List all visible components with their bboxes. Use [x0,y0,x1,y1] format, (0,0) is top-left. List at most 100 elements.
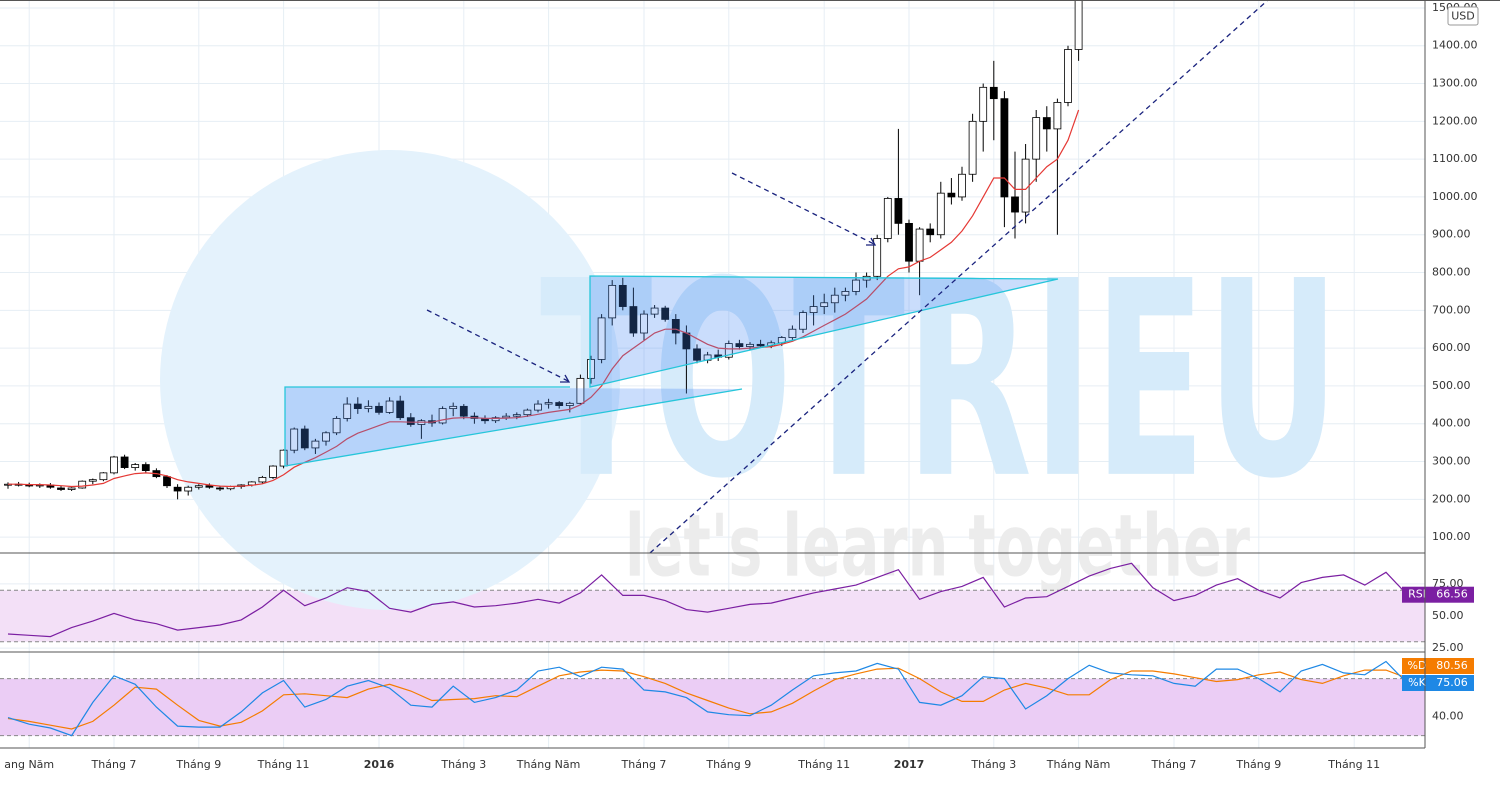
candle-body [1011,196,1019,213]
candle-body [809,306,818,313]
candle-body [1074,0,1083,50]
candle-body [788,328,797,338]
line-series [7,667,1408,730]
candle-body [449,405,458,410]
candle-body [555,402,564,406]
y-tick-label: 700.00 [1432,303,1471,316]
triangle-2-edge [589,275,1059,388]
candle-body [385,400,394,413]
candle-body [99,472,108,481]
x-tick-label: 2017 [894,758,925,771]
x-tick-label: Tháng Năm [1046,758,1111,771]
candle-body [671,319,680,334]
line-series [7,660,1408,737]
candle-body [608,284,617,319]
candle-body [258,477,267,483]
candle-body [534,403,542,411]
candle-body [194,485,203,488]
indicator-band [0,678,1425,736]
indicator-band [0,590,1425,642]
candle-body [459,405,468,417]
y-tick-label: 1200.00 [1432,114,1478,127]
candle-body [216,487,224,490]
candle-body [1053,102,1062,130]
candle-body [406,417,415,425]
candle-body [279,449,288,467]
candle-body [131,464,140,468]
drawings [284,0,1269,554]
y-tick-label: 400.00 [1432,417,1471,430]
candle-body [311,440,320,449]
candle-body [491,417,500,422]
last-value-label: 75.06 [1436,676,1468,689]
x-tick-label: Tháng 9 [705,758,751,771]
candle-body [958,173,966,198]
candle-body [820,302,829,307]
candle-body [332,418,341,434]
candle-body [915,228,924,262]
y-tick-label: 25.00 [1432,641,1464,654]
y-tick-label: 40.00 [1432,710,1464,723]
y-tick-label: 50.00 [1432,609,1464,622]
x-tick-label: Tháng 11 [1327,758,1380,771]
last-value-label: 80.56 [1436,659,1468,672]
candle-body [78,480,87,489]
candle-body [322,432,330,442]
arrow-2-head [866,237,877,246]
candle-body [629,306,638,334]
y-tick-label: 900.00 [1432,228,1471,241]
line-series [7,562,1408,638]
currency: USD [1451,10,1475,23]
series-name: %D [1408,659,1427,672]
triangle-2 [590,276,1058,387]
candle-body [269,465,277,478]
y-tick-label: 600.00 [1432,341,1471,354]
last-value-box [1402,675,1474,691]
candle-body [905,222,913,262]
candle-body [565,402,574,406]
x-tick-label: Tháng Năm [516,758,581,771]
y-tick-label: 100.00 [1432,530,1471,543]
candle-body [576,377,585,404]
candle-body [290,428,299,451]
watermark: TOTRIEU let's learn together [160,150,1340,610]
y-tick-label: 800.00 [1432,266,1471,279]
candle-body [1021,158,1030,213]
candle-body [110,456,118,474]
y-tick-label: 1400.00 [1432,39,1478,52]
x-tick-label: 2016 [364,758,395,771]
x-tick-label: Tháng 7 [1151,758,1197,771]
candle-body [173,486,182,492]
candle-body [894,198,903,224]
candle-body [184,486,193,492]
candle-body [205,485,214,488]
candle-body [693,348,701,361]
arrow-1-head [560,374,571,383]
candle-body [544,402,553,405]
logo-circle [160,150,620,610]
y-tick-label: 75.00 [1432,577,1464,590]
x-tick-label: Tháng 7 [621,758,667,771]
candle-body [163,476,171,487]
x-tick-label: Tháng 7 [91,758,137,771]
candle-body [57,487,65,490]
y-tick-label: 1000.00 [1432,190,1478,203]
candle-body [735,343,744,348]
x-tick-label: Tháng 9 [175,758,221,771]
candle-body [883,198,892,239]
currency-box [1447,6,1479,26]
candle-body [873,238,882,277]
candle-body [88,479,97,482]
candle-body [979,86,988,122]
y-tick-label: 300.00 [1432,455,1471,468]
candle-body [523,409,532,416]
candle-body [438,408,447,424]
candle-body [1000,98,1009,198]
x-tick-label: ang Năm [4,758,54,771]
candle-body [989,86,998,100]
x-tick-label: Tháng 3 [440,758,486,771]
candle-body [746,343,754,348]
y-tick-label: 1100.00 [1432,152,1478,165]
